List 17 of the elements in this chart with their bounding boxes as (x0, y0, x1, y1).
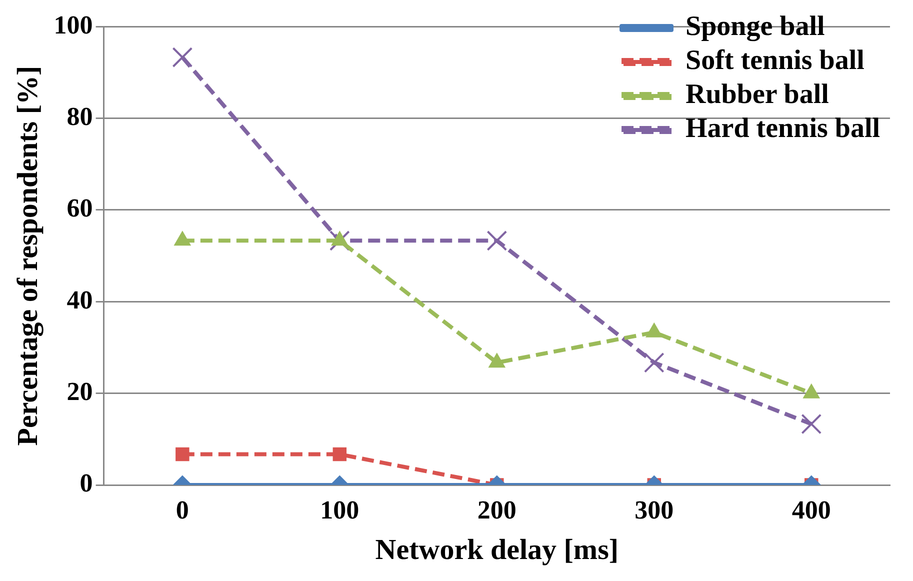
x-tick-label: 400 (792, 495, 831, 524)
y-tick-label: 40 (66, 285, 93, 314)
y-tick-label: 80 (66, 102, 93, 131)
x-axis-title: Network delay [ms] (375, 534, 619, 566)
x-tick-label: 200 (477, 495, 516, 524)
x-tick-label: 100 (320, 495, 360, 524)
x-tick-label: 0 (176, 495, 189, 524)
y-axis-title: Percentage of respondents [%] (12, 66, 44, 446)
legend-label: Sponge ball (686, 11, 826, 42)
y-tick-label: 60 (66, 194, 93, 223)
legend-label: Soft tennis ball (686, 45, 865, 76)
legend-label: Hard tennis ball (686, 113, 880, 144)
y-tick-label: 0 (80, 468, 93, 498)
legend-label: Rubber ball (686, 79, 830, 110)
x-tick-label: 300 (634, 495, 674, 524)
y-tick-label: 20 (66, 377, 93, 406)
y-tick-label: 100 (54, 10, 93, 40)
